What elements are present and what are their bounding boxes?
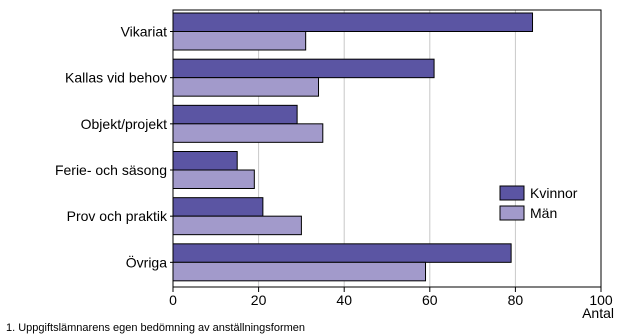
gridlines <box>258 10 516 287</box>
category-label: Ferie- och säsong <box>55 162 167 178</box>
bar-män-0 <box>172 31 307 51</box>
bar-kvinnor-1 <box>172 58 435 79</box>
x-tick-label: 40 <box>336 292 352 308</box>
plot-area-frame <box>172 9 602 288</box>
bar-kvinnor-5 <box>172 243 512 263</box>
legend-label-kvinnor: Kvinnor <box>530 185 578 201</box>
x-tick-label: 20 <box>251 292 267 308</box>
footnote: 1. Uppgiftslämnarens egen bedömning av a… <box>6 322 306 334</box>
legend-swatch-män <box>499 205 525 221</box>
x-tick-label: 60 <box>422 292 438 308</box>
bar-kvinnor-2 <box>172 104 298 125</box>
x-tick-label: 100 <box>589 292 613 308</box>
category-label: Vikariat <box>121 24 168 40</box>
x-axis-label: Antal <box>582 305 614 321</box>
bar-kvinnor-4 <box>172 197 264 217</box>
legend: Kvinnor Män <box>499 185 578 221</box>
bar-män-4 <box>172 215 302 236</box>
bar-kvinnor-0 <box>172 12 534 32</box>
legend-swatch-kvinnor <box>499 185 525 201</box>
x-tick-label: 0 <box>169 292 177 308</box>
category-labels: Vikariat Kallas vid behov Objekt/projekt Fe… <box>55 24 173 270</box>
category-label: Övriga <box>126 253 167 270</box>
bar-kvinnor-3 <box>172 151 238 171</box>
category-label: Kallas vid behov <box>65 70 167 86</box>
x-tick-label: 80 <box>508 292 524 308</box>
bars <box>172 12 534 282</box>
bar-män-2 <box>172 123 324 143</box>
category-label: Objekt/projekt <box>81 116 167 132</box>
bar-män-3 <box>172 169 255 189</box>
bar-män-1 <box>172 77 320 97</box>
legend-label-män: Män <box>530 205 557 221</box>
x-axis-ticks: 0 20 40 60 80 100 <box>169 287 613 308</box>
bar-män-5 <box>172 261 427 282</box>
category-label: Prov och praktik <box>67 208 168 224</box>
